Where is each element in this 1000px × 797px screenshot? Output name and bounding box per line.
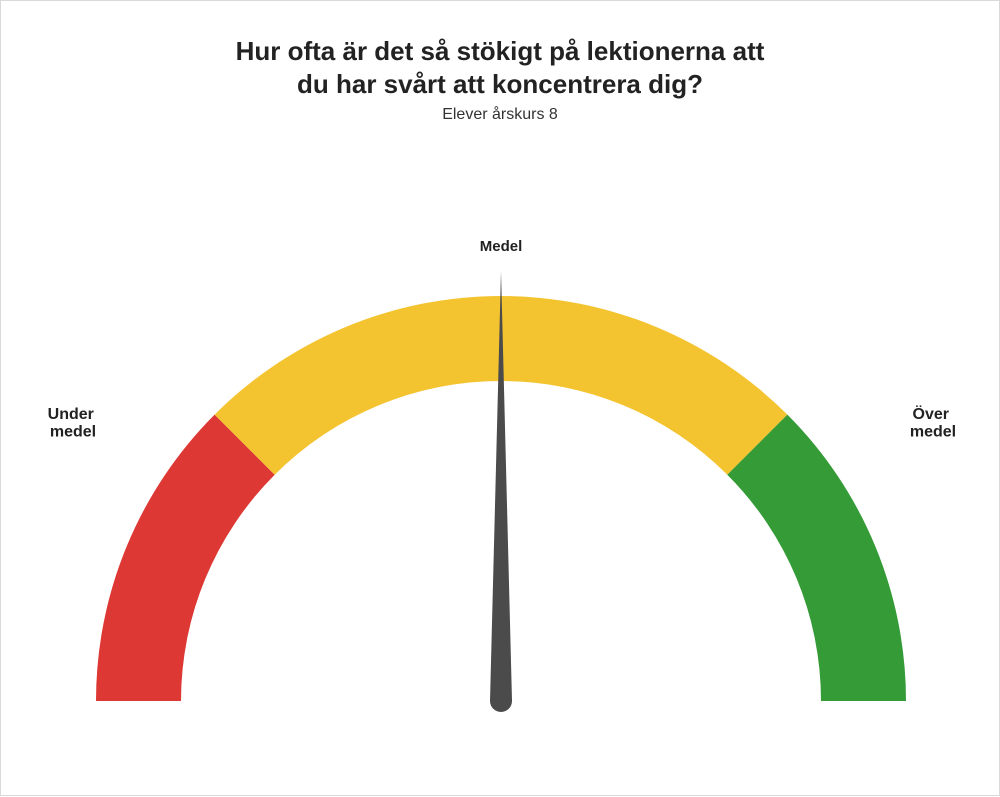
chart-frame: Hur ofta är det så stökigt på lektionern… bbox=[0, 0, 1000, 796]
gauge-segment bbox=[96, 415, 275, 701]
gauge-chart: Under medel Medel Över medel bbox=[1, 1, 1000, 797]
gauge-segment bbox=[727, 415, 906, 701]
label-over-medel: Över medel bbox=[910, 404, 956, 441]
needle-cap bbox=[490, 690, 512, 712]
label-under-medel: Under medel bbox=[48, 406, 99, 441]
label-medel: Medel bbox=[480, 238, 523, 255]
